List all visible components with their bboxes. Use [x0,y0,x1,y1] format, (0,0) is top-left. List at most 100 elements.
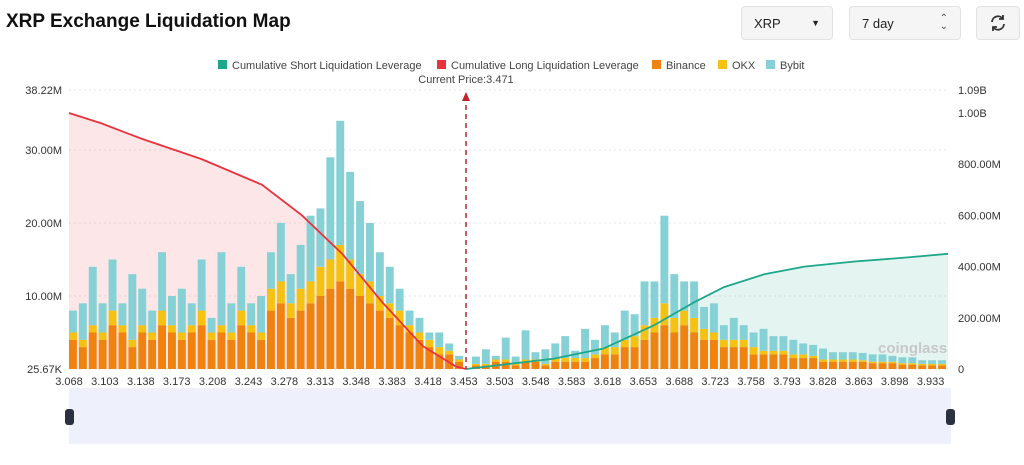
bar-bybit [690,281,699,318]
bar-bybit [227,303,236,333]
bar-binance [680,325,689,369]
bar-okx [356,274,364,297]
bar-okx [908,363,917,365]
bar-okx [779,350,788,355]
bar-okx [690,317,699,333]
bar-okx [878,361,887,364]
bar-okx [296,288,305,311]
bar-bybit [670,274,679,318]
bar-bybit [829,352,837,360]
bar-bybit [501,337,510,360]
bar-bybit [395,288,404,311]
bar-bybit [385,266,394,304]
bar-bybit [425,332,434,340]
bar-bybit [928,360,937,364]
coinglass-watermark: coinglass [878,340,947,357]
bar-okx [848,359,857,362]
legend-swatch [718,60,727,69]
x-tick: 3.723 [701,376,729,388]
bar-binance [571,361,580,369]
legend-item[interactable]: Bybit [780,60,804,72]
refresh-button[interactable] [976,6,1020,40]
bar-bybit [561,336,570,359]
bar-binance [425,347,434,369]
period-select-value: 7 day [862,15,894,31]
bar-bybit [759,328,768,351]
bar-okx [491,359,500,362]
bar-binance [799,358,808,369]
bar-okx [118,325,127,333]
bar-bybit [356,201,364,275]
bar-bybit [898,357,907,364]
bar-okx [108,310,117,326]
zoom-slider-left-handle[interactable] [65,409,74,425]
bar-bybit [600,325,609,348]
bar-bybit [296,244,305,289]
bar-binance [809,358,818,369]
legend: Cumulative Short Liquidation Leverage Cum… [218,60,804,72]
bar-binance [908,364,917,369]
bar-binance [346,288,355,369]
y-right-tick: 200.00M [958,313,1001,325]
period-select[interactable]: 7 day ⌃ ⌄ [849,6,961,40]
bar-okx [207,332,216,340]
bar-bybit [521,330,530,360]
legend-item[interactable]: OKX [732,60,756,72]
bar-okx [346,259,355,289]
bar-bybit [779,336,788,351]
legend-item[interactable]: Binance [666,60,706,72]
bar-binance [385,317,394,369]
bar-bybit [809,344,818,356]
coin-select[interactable]: XRP ▼ [741,6,833,40]
bar-okx [435,347,444,355]
bar-bybit [187,303,196,326]
bar-okx [680,310,689,326]
bar-bybit [878,354,887,362]
bar-okx [237,310,246,326]
bar-okx [640,325,649,340]
legend-swatch [218,60,227,69]
legend-item[interactable]: Cumulative Long Liquidation Leverage [451,60,639,72]
bar-binance [581,361,589,369]
zoom-slider-right-handle[interactable] [946,409,955,425]
bar-bybit [640,281,649,326]
bar-bybit [177,288,186,333]
bar-binance [415,339,424,369]
bar-binance [789,358,798,369]
bar-binance [769,354,778,369]
legend-swatch [652,60,661,69]
bar-bybit [237,266,246,311]
bar-okx [455,359,463,362]
bar-binance [375,310,384,369]
legend-item[interactable]: Cumulative Short Liquidation Leverage [232,60,422,72]
bar-binance [690,332,699,369]
zoom-slider-track[interactable] [69,388,951,444]
bar-okx [326,259,335,289]
bar-bybit [197,259,206,311]
bar-bybit [405,310,414,326]
bar-binance [356,296,364,369]
x-tick: 3.828 [809,376,837,388]
bar-binance [326,288,335,369]
x-tick: 3.313 [307,376,335,388]
bar-bybit [491,355,500,360]
bar-okx [591,354,599,359]
bar-bybit [346,171,355,260]
y-left-tick: 20.00M [25,218,62,230]
bar-okx [187,325,196,333]
bar-okx [247,325,256,333]
bar-okx [809,355,818,359]
bar-bybit [918,360,927,364]
bar-okx [739,339,748,348]
bar-binance [276,303,285,369]
bar-okx [472,363,480,366]
x-tick: 3.173 [163,376,191,388]
bar-binance [779,354,788,369]
caret-down-icon: ▼ [811,18,820,28]
bar-bybit [719,325,728,340]
bar-okx [267,288,275,311]
bar-bybit [148,310,157,333]
x-tick: 3.758 [737,376,765,388]
bar-binance [848,361,857,369]
